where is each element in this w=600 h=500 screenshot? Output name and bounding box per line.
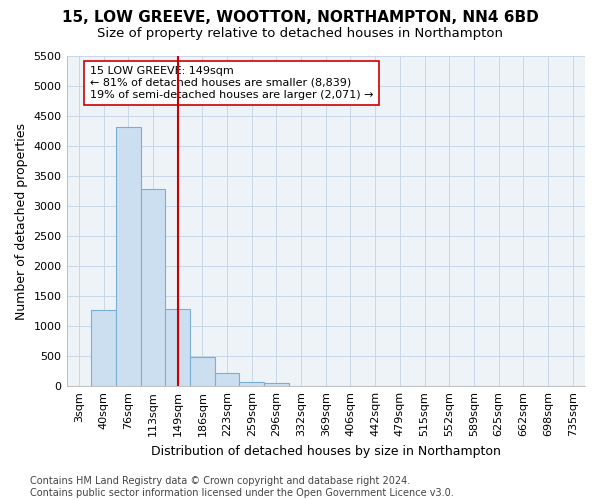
Bar: [140, 189, 165, 386]
Bar: [215, 374, 239, 386]
Text: Contains HM Land Registry data © Crown copyright and database right 2024.
Contai: Contains HM Land Registry data © Crown c…: [30, 476, 454, 498]
Bar: [116, 126, 140, 386]
Bar: [239, 382, 264, 386]
Bar: [264, 383, 289, 386]
Bar: [91, 310, 116, 386]
Y-axis label: Number of detached properties: Number of detached properties: [15, 123, 28, 320]
Text: 15, LOW GREEVE, WOOTTON, NORTHAMPTON, NN4 6BD: 15, LOW GREEVE, WOOTTON, NORTHAMPTON, NN…: [62, 10, 538, 25]
X-axis label: Distribution of detached houses by size in Northampton: Distribution of detached houses by size …: [151, 444, 501, 458]
Text: 15 LOW GREEVE: 149sqm
← 81% of detached houses are smaller (8,839)
19% of semi-d: 15 LOW GREEVE: 149sqm ← 81% of detached …: [90, 66, 373, 100]
Bar: [190, 358, 215, 386]
Bar: [165, 310, 190, 386]
Text: Size of property relative to detached houses in Northampton: Size of property relative to detached ho…: [97, 28, 503, 40]
